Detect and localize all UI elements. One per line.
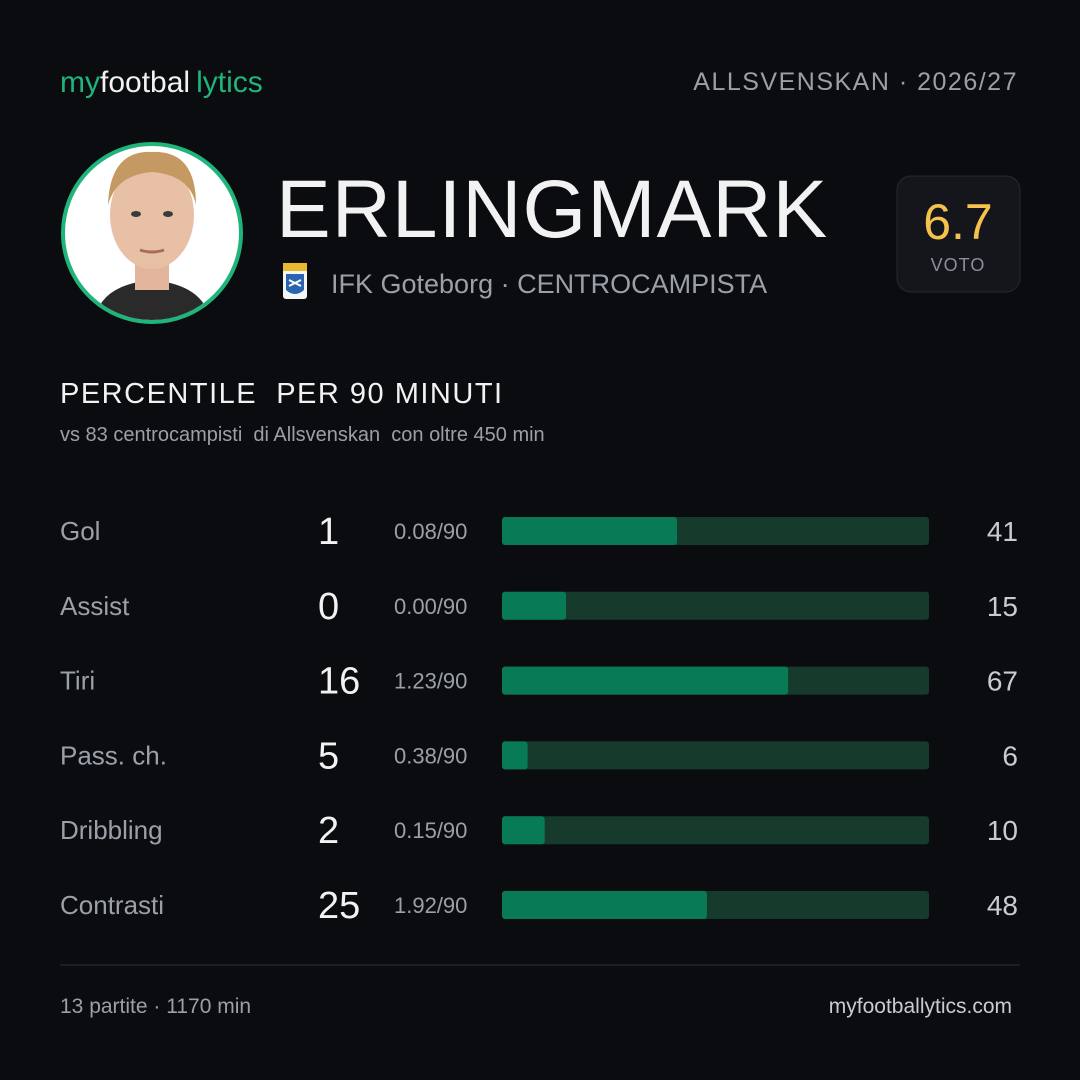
logo: myfootbal lytics	[60, 66, 263, 99]
row-per90: 0.15/90	[394, 818, 467, 843]
bar	[502, 741, 528, 770]
bar	[502, 891, 707, 919]
player-photo	[61, 142, 243, 324]
footer-right: myfootballytics.com	[829, 995, 1012, 1018]
row-per90: 0.38/90	[394, 743, 467, 768]
row-total: 0	[318, 586, 339, 628]
logo-part: lytics	[196, 66, 263, 99]
bar	[502, 591, 567, 620]
row-total: 1	[318, 511, 339, 553]
row-label: Tiri	[60, 666, 95, 696]
section-subtitle: vs 83 centrocampisti di Allsvenskan con …	[60, 424, 545, 446]
bar	[502, 666, 789, 695]
logo-part: footbal	[100, 66, 190, 99]
bar-track	[502, 591, 929, 620]
competition: ALLSVENSKAN · 2026/27	[693, 68, 1018, 96]
club-role: IFK Goteborg · CENTROCAMPISTA	[331, 269, 767, 299]
rating-value: 6.7	[923, 194, 993, 250]
bar-track	[502, 816, 929, 845]
row-per90: 1.23/90	[394, 669, 467, 694]
bar	[502, 517, 678, 545]
bar	[502, 816, 545, 845]
rating-box	[896, 175, 1021, 293]
logo-part: my	[60, 66, 100, 99]
row-percentile: 41	[987, 516, 1018, 547]
row-percentile: 10	[987, 815, 1018, 846]
row-percentile: 6	[1002, 740, 1018, 771]
row-total: 25	[318, 885, 360, 927]
row-percentile: 67	[987, 666, 1018, 697]
row-total: 16	[318, 661, 360, 703]
stat-rows: Gol 1 0.08/90 41 Assist 0 0.00/90 15 Tiri 16 1.23/…	[60, 511, 1018, 927]
footer-left: 13 partite · 1170 min	[60, 995, 251, 1018]
club-crest	[283, 263, 307, 299]
row-total: 5	[318, 735, 339, 777]
row-label: Dribbling	[60, 815, 163, 845]
row-label: Gol	[60, 516, 100, 546]
row-label: Pass. ch.	[60, 740, 167, 770]
row-per90: 0.08/90	[394, 519, 467, 544]
row-percentile: 48	[987, 890, 1018, 921]
row-total: 2	[318, 810, 339, 852]
rating-label: VOTO	[931, 255, 986, 275]
bar-track	[502, 741, 929, 770]
player-name: ERLINGMARK	[276, 164, 828, 255]
row-per90: 1.92/90	[394, 893, 467, 918]
row-percentile: 15	[987, 591, 1018, 622]
row-label: Assist	[60, 591, 130, 621]
row-per90: 0.00/90	[394, 594, 467, 619]
row-label: Contrasti	[60, 890, 164, 920]
section-title: PERCENTILE PER 90 MINUTI	[60, 378, 504, 410]
